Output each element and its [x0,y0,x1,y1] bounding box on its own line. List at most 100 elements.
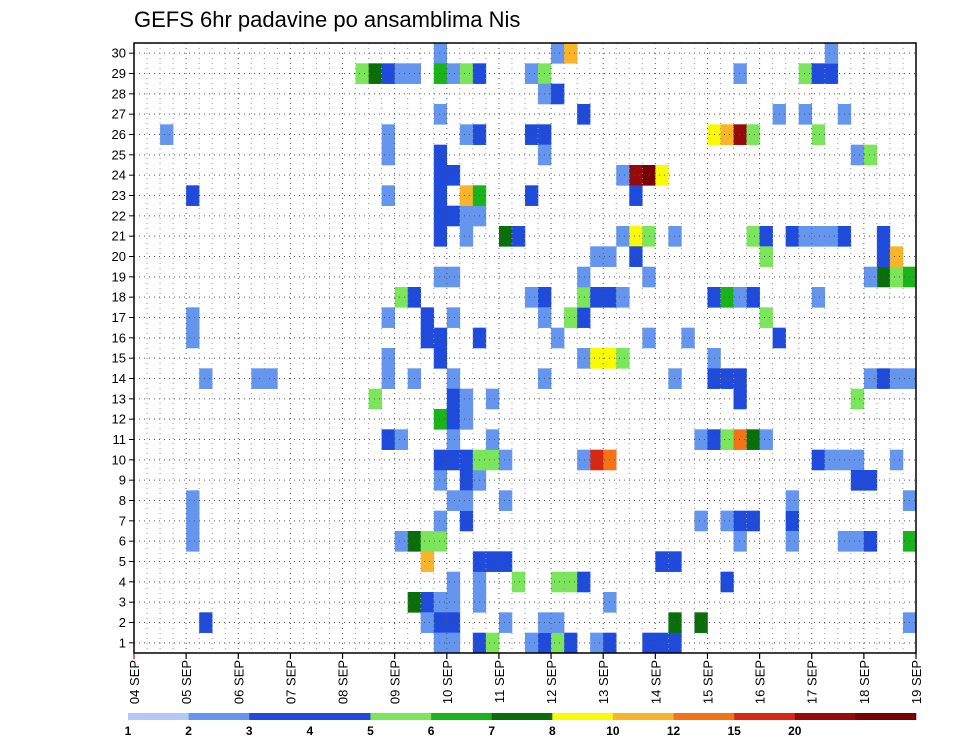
legend-label: 4 [307,724,314,738]
heat-cell [876,226,891,247]
heat-cell [824,449,839,471]
heat-cell [668,368,682,389]
heat-cell [459,205,474,227]
legend-swatch [794,713,856,720]
heat-cell [720,510,734,532]
y-tick-label: 13 [112,391,126,406]
x-tick-label: 09 SEP [388,660,403,704]
heat-cell [551,571,565,593]
heat-cell [381,124,395,145]
y-tick-label: 21 [112,229,126,244]
x-tick-label: 13 SEP [596,660,611,704]
heat-cell [498,490,513,511]
heat-cell [381,185,395,206]
heat-cell [459,510,474,532]
heat-cell [498,612,513,633]
legend-label: 20 [788,724,802,738]
heat-cell [850,388,865,410]
heat-cell [498,226,513,247]
heat-cell [720,287,734,308]
heat-cell [577,449,591,471]
heat-cell [577,287,591,308]
heat-cell [186,531,200,552]
heat-cell [629,226,643,247]
heat-cell [616,287,630,308]
heat-cell [876,266,891,288]
heat-cell [642,266,656,288]
legend-label: 6 [428,724,435,738]
heat-cell [420,592,435,613]
heat-cell [681,327,695,349]
heat-cell [642,327,656,349]
plot-frame [133,42,917,654]
heat-cell [746,124,760,145]
heat-cell [420,307,435,328]
heat-cell [433,531,448,552]
heat-cell [863,470,878,491]
heat-cell [446,63,461,84]
y-tick-label: 15 [112,351,126,366]
heat-cell [511,571,526,593]
heat-cell [616,226,630,247]
heat-cell [446,490,461,511]
heat-cell [759,226,773,247]
y-tick-label: 17 [112,310,126,325]
x-tick-label: 08 SEP [336,660,351,704]
legend-swatch [491,713,553,720]
heat-cell [590,287,604,308]
heat-cell [850,531,865,552]
heat-cell [759,246,773,267]
legend-swatch [128,713,189,720]
heat-cell [733,388,747,410]
heat-cell [733,63,747,84]
x-tick-label: 14 SEP [648,660,663,704]
y-tick-label: 6 [119,534,126,549]
y-tick-label: 2 [119,615,126,630]
heat-cell [720,368,734,389]
heat-cell [446,307,461,328]
heat-cell [433,104,448,125]
x-tick-label: 11 SEP [492,660,507,703]
y-tick-label: 27 [112,107,126,122]
heat-cell [433,592,448,613]
heat-cell [446,449,461,471]
x-tick-label: 19 SEP [909,660,924,704]
heat-cell [785,510,799,532]
heat-cell [811,226,826,247]
y-tick-label: 11 [113,432,127,447]
heat-cell [433,510,448,532]
heat-cell [433,205,448,227]
heat-cell [655,551,669,572]
heat-cell [577,266,591,288]
heat-cell [381,429,395,450]
heat-cell [459,449,474,471]
heat-cell [381,348,395,369]
y-tick-label: 30 [112,46,126,61]
heat-cell [850,470,865,491]
heat-cell [551,612,565,633]
heat-cell [824,226,839,247]
heat-cell [694,429,708,450]
heat-cell [498,449,513,471]
heat-cell [433,226,448,247]
heat-cell [485,551,500,572]
x-tick-labels: 04 SEP 05 SEP 06 SEP 07 SEP 08 SEP 09 SEP 10 S… [127,653,924,704]
heat-cell [446,612,461,633]
heat-cell [420,327,435,349]
heat-cell [551,43,565,64]
heat-cell [655,632,669,654]
heat-cell [199,612,213,633]
heat-cell [655,165,669,186]
heat-cell [590,449,604,471]
y-tick-label: 24 [112,168,126,183]
heat-cell [720,429,734,450]
heat-cell [420,551,435,572]
x-tick-label: 17 SEP [805,660,820,704]
heat-cell [446,165,461,186]
y-tick-label: 25 [112,147,126,162]
heat-cell [433,43,448,64]
heat-cell [394,531,408,552]
heat-cell [485,429,500,450]
heat-cell [368,388,382,410]
x-tick-label: 12 SEP [544,660,559,704]
